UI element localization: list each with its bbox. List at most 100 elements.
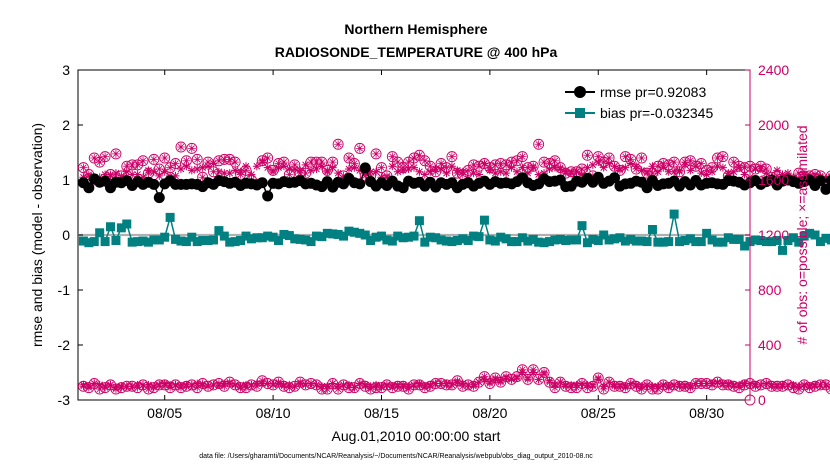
obs-possible-point-star xyxy=(794,385,803,393)
obs-possible-point-star xyxy=(670,380,679,389)
bias-point xyxy=(805,228,815,238)
obs-possible-point-star xyxy=(811,382,820,391)
bias-point xyxy=(376,231,386,241)
bias-point xyxy=(279,229,289,239)
obs-possible-point-star xyxy=(193,383,202,392)
obs-possible-point xyxy=(435,158,447,169)
obs-possible-point xyxy=(267,379,279,391)
bias-point xyxy=(555,234,565,244)
obs-possible-point xyxy=(657,158,669,169)
obs-possible-point-star xyxy=(686,156,695,165)
obs-assimilated-point xyxy=(410,163,418,172)
obs-possible-point-star xyxy=(258,376,267,385)
obs-possible-point-star xyxy=(187,144,196,153)
obs-possible-point xyxy=(679,156,691,168)
obs-possible-point-star xyxy=(437,379,446,388)
obs-possible-point xyxy=(208,379,219,391)
obs-possible-point-star xyxy=(393,158,402,167)
obs-possible-point xyxy=(581,149,593,161)
x-tick-label: 08/05 xyxy=(147,405,182,421)
obs-possible-point-star xyxy=(540,158,549,167)
obs-possible-point xyxy=(289,159,301,171)
obs-possible-point-star xyxy=(502,160,511,169)
obs-possible-point-star xyxy=(572,167,581,176)
bias-point xyxy=(171,234,181,244)
obs-assimilated-point xyxy=(447,162,456,171)
obs-possible-point-star xyxy=(117,383,126,392)
obs-possible-point-star xyxy=(572,383,581,392)
bias-point xyxy=(772,236,782,245)
obs-possible-point-star xyxy=(377,163,386,172)
obs-possible-point-star xyxy=(686,383,695,392)
obs-assimilated-point xyxy=(290,165,299,173)
obs-possible-point-star xyxy=(155,165,164,173)
obs-possible-point-star xyxy=(101,152,110,161)
obs-assimilated-point xyxy=(328,163,337,172)
bias-point xyxy=(127,237,137,247)
bias-point xyxy=(821,233,830,243)
obs-possible-point xyxy=(441,162,452,174)
obs-possible-point-star xyxy=(258,156,267,165)
obs-possible-point xyxy=(533,138,545,150)
obs-possible-point-star xyxy=(317,158,326,167)
bias-point xyxy=(826,235,830,245)
obs-assimilated-point xyxy=(702,170,711,179)
obs-possible-point-star xyxy=(231,380,240,389)
obs-assimilated-point xyxy=(686,166,695,175)
obs-possible-point-star xyxy=(84,170,93,179)
obs-possible-point-star xyxy=(556,378,565,387)
obs-possible-point xyxy=(787,382,799,394)
bias-point xyxy=(566,235,576,245)
bias-point xyxy=(653,237,663,247)
x-tick-label: 08/20 xyxy=(472,405,507,421)
obs-possible-point xyxy=(105,169,116,180)
obs-possible-point xyxy=(180,155,192,167)
obs-possible-point-star xyxy=(274,378,283,387)
bias-point xyxy=(230,237,240,247)
obs-possible-point xyxy=(99,382,111,394)
obs-assimilated-point xyxy=(220,169,229,178)
bias-point xyxy=(761,237,771,247)
obs-possible-point-star xyxy=(718,152,727,161)
bias-point xyxy=(485,235,495,245)
bias-point xyxy=(198,236,208,245)
obs-assimilated-point xyxy=(783,169,792,178)
obs-possible-point xyxy=(473,160,485,172)
obs-possible-point xyxy=(273,376,284,388)
obs-possible-point xyxy=(614,164,626,176)
obs-possible-point xyxy=(760,163,772,175)
obs-possible-point xyxy=(712,376,723,388)
obs-possible-point-star xyxy=(204,382,213,391)
obs-assimilated-point xyxy=(496,167,505,176)
bias-point xyxy=(626,234,636,244)
obs-possible-point xyxy=(809,380,821,392)
obs-possible-point xyxy=(625,153,637,165)
obs-possible-point-star xyxy=(285,170,294,179)
obs-possible-point xyxy=(294,376,306,388)
bias-point xyxy=(544,237,554,247)
obs-possible-point-star xyxy=(242,166,250,175)
obs-possible-point-star xyxy=(166,383,175,392)
obs-assimilated-point xyxy=(545,165,554,173)
bias-point xyxy=(295,234,305,244)
obs-possible-point-star xyxy=(599,158,608,167)
obs-possible-point xyxy=(717,151,729,163)
obs-possible-point-star xyxy=(128,382,137,391)
obs-possible-point-star xyxy=(296,378,305,387)
bias-point xyxy=(360,230,370,240)
obs-assimilated-point xyxy=(442,169,451,178)
obs-possible-point-star xyxy=(615,382,624,391)
obs-possible-point-star xyxy=(550,383,559,392)
obs-possible-point-star xyxy=(111,149,120,158)
obs-possible-point xyxy=(408,152,420,164)
obs-possible-point xyxy=(419,382,431,394)
rmse-point xyxy=(256,177,268,189)
x-tick-label: 08/30 xyxy=(689,405,724,421)
obs-possible-point-star xyxy=(242,383,250,392)
obs-possible-point xyxy=(619,151,631,163)
obs-possible-point xyxy=(105,379,116,391)
obs-possible-point-star xyxy=(512,156,521,165)
obs-possible-point xyxy=(701,164,713,176)
obs-possible-point-star xyxy=(789,383,798,392)
